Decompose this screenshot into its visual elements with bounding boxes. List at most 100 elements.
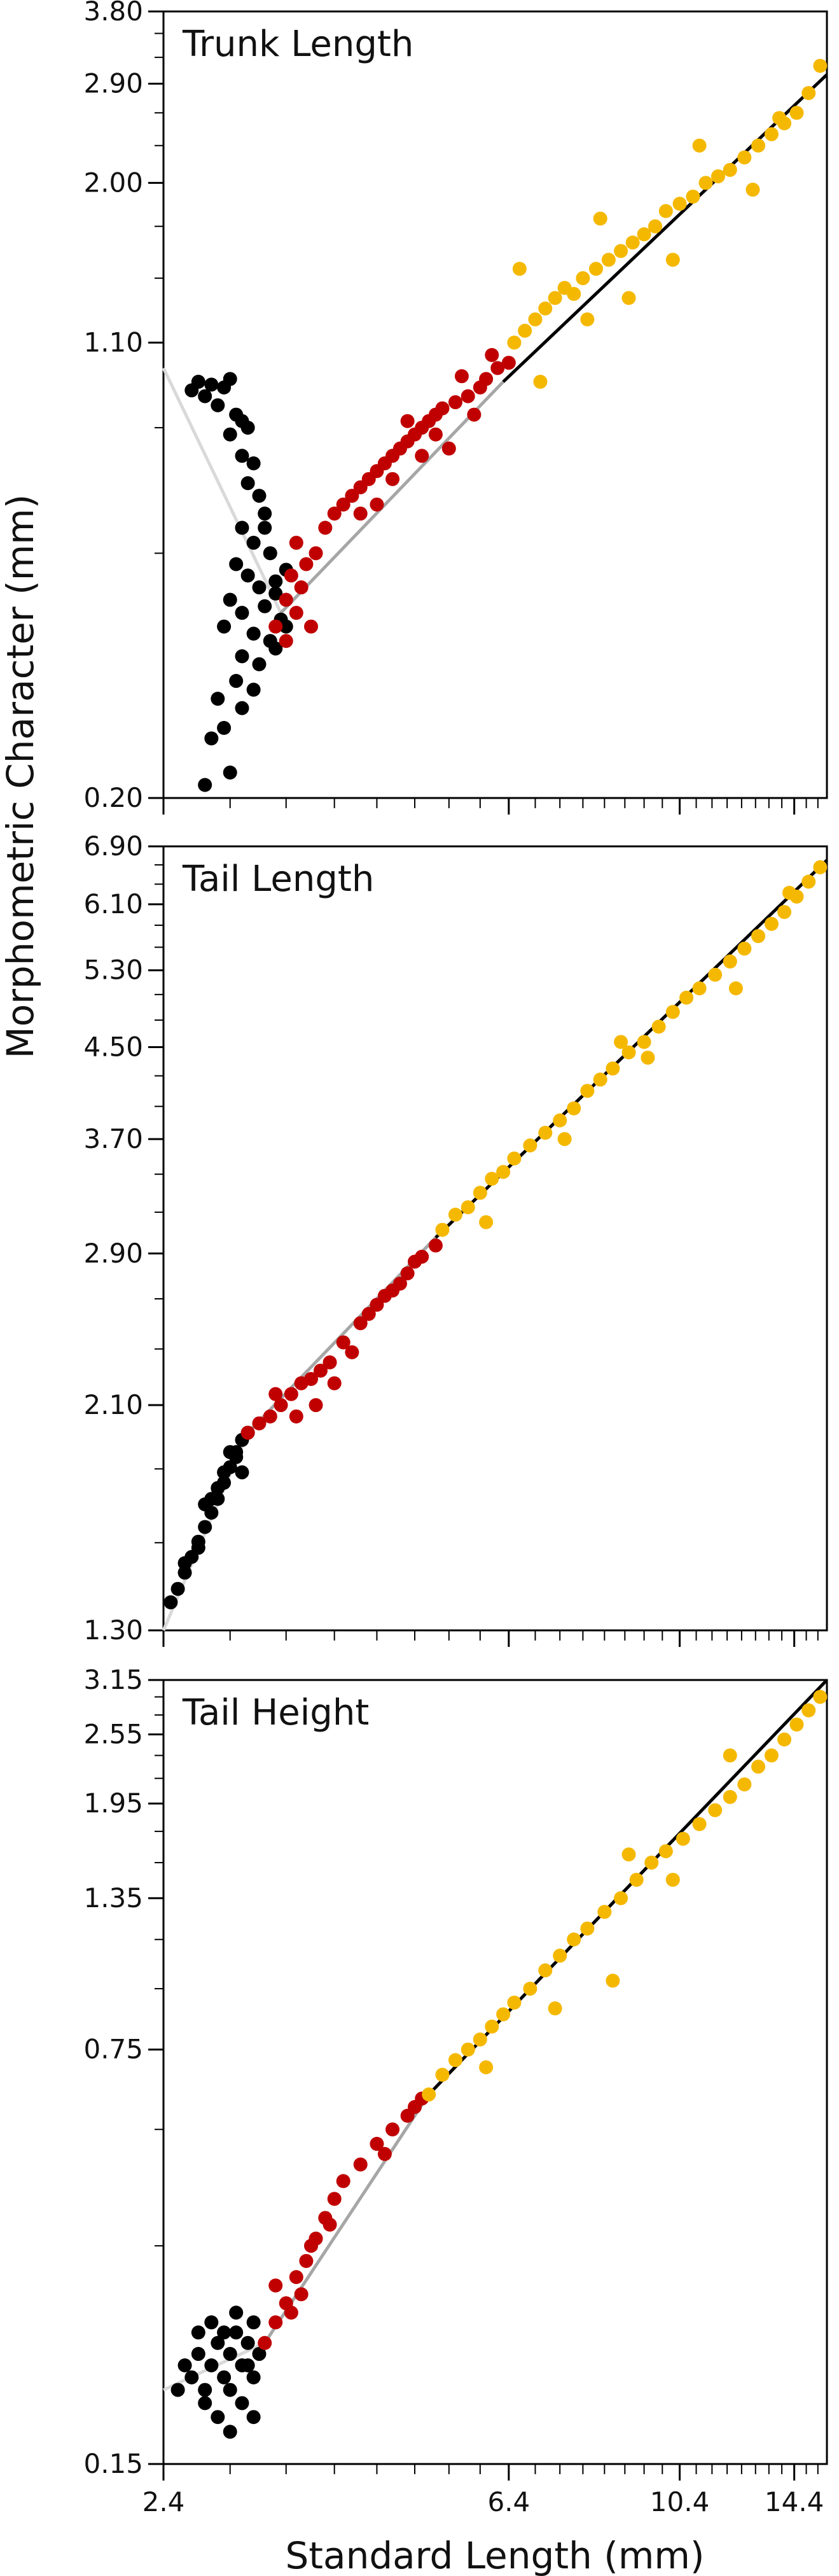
data-point-red — [490, 361, 505, 375]
data-point-black — [177, 1556, 192, 1571]
y-tick-label: 0.20 — [83, 782, 143, 813]
data-point-black — [240, 421, 255, 435]
fit-line-fit-late — [502, 73, 828, 383]
data-point-black — [268, 574, 283, 589]
data-point-red — [322, 2217, 337, 2232]
data-point-yellow — [422, 2087, 436, 2102]
data-point-red — [294, 580, 309, 595]
data-point-yellow — [676, 1831, 690, 1846]
data-point-yellow — [692, 1817, 707, 1831]
y-tick-label: 6.90 — [83, 830, 143, 862]
data-point-yellow — [512, 262, 527, 276]
data-point-yellow — [692, 981, 707, 996]
data-point-black — [279, 619, 293, 634]
data-point-black — [163, 1595, 178, 1609]
data-point-black — [246, 535, 261, 550]
data-point-yellow — [764, 1748, 779, 1763]
data-point-black — [235, 1465, 249, 1480]
data-point-black — [258, 507, 272, 521]
data-point-yellow — [751, 929, 766, 944]
data-point-red — [252, 1416, 267, 1431]
data-point-red — [336, 2174, 350, 2188]
data-point-yellow — [737, 1777, 752, 1792]
data-point-black — [235, 649, 249, 664]
data-point-yellow — [601, 253, 616, 267]
data-point-yellow — [606, 1061, 620, 1076]
data-point-red — [370, 2136, 384, 2151]
data-point-red — [336, 1335, 350, 1350]
data-point-yellow — [496, 2007, 511, 2022]
y-tick-label: 3.15 — [83, 1664, 143, 1695]
x-tick-label: 14.4 — [765, 2486, 824, 2517]
data-point-red — [345, 1345, 359, 1360]
data-point-black — [240, 568, 255, 583]
data-point-red — [279, 634, 293, 648]
y-tick-label: 5.30 — [83, 955, 143, 986]
data-point-yellow — [593, 211, 607, 226]
data-point-yellow — [629, 1872, 644, 1887]
data-point-black — [223, 1445, 237, 1459]
data-point-black — [252, 489, 267, 503]
data-point-red — [336, 497, 350, 512]
data-point-yellow — [686, 189, 700, 204]
data-point-yellow — [621, 291, 636, 305]
data-point-yellow — [448, 1207, 462, 1222]
data-point-yellow — [538, 1963, 553, 1978]
data-point-black — [240, 2358, 255, 2373]
data-point-red — [304, 619, 319, 634]
data-point-yellow — [479, 2060, 494, 2075]
panel-title: Tail Length — [182, 858, 374, 900]
plot-frame — [162, 10, 828, 799]
data-point-red — [322, 1355, 337, 1369]
y-axis-ticks: 1.30 2.10 2.90 3.70 4.50 5.30 6.10 6.90 — [83, 830, 163, 1646]
data-point-red — [345, 489, 359, 503]
data-point-red — [353, 2157, 368, 2172]
data-point-black — [211, 692, 225, 706]
data-point-black — [252, 2347, 267, 2362]
data-point-red — [268, 1387, 283, 1401]
x-axis-ticks — [162, 798, 819, 815]
data-point-black — [198, 2383, 212, 2397]
data-point-red — [284, 2306, 298, 2320]
data-point-red — [370, 1298, 384, 1312]
data-point-black — [204, 377, 219, 392]
data-point-red — [294, 2287, 309, 2302]
data-point-black — [204, 2358, 219, 2373]
data-point-yellow — [496, 1165, 511, 1179]
data-point-red — [268, 619, 283, 634]
data-point-yellow — [658, 204, 673, 218]
y-axis-label: Morphometric Character (mm) — [0, 494, 42, 1059]
data-point-black — [211, 2335, 225, 2350]
data-point-red — [428, 427, 443, 442]
data-point-black — [246, 682, 261, 697]
y-tick-label: 2.00 — [83, 167, 143, 198]
data-point-yellow — [698, 176, 713, 190]
data-point-yellow — [801, 86, 816, 101]
data-point-red — [327, 1376, 342, 1390]
data-point-yellow — [789, 1717, 804, 1732]
data-point-yellow — [764, 916, 779, 931]
plot-frame — [162, 1679, 828, 2465]
data-point-yellow — [553, 1949, 567, 1963]
data-point-red — [268, 2278, 283, 2293]
panel-title: Tail Height — [182, 1692, 369, 1733]
data-point-black — [246, 456, 261, 471]
data-point-yellow — [580, 1921, 595, 1936]
data-point-yellow — [533, 374, 548, 389]
data-point-black — [268, 641, 283, 656]
data-point-yellow — [728, 981, 743, 996]
data-point-red — [289, 2270, 303, 2285]
data-point-red — [258, 2335, 272, 2350]
data-point-red — [435, 401, 450, 416]
data-point-yellow — [507, 1995, 522, 2010]
data-point-red — [485, 347, 499, 362]
data-point-yellow — [782, 886, 796, 900]
fit-line-fit-early — [162, 367, 282, 614]
data-point-black — [246, 626, 261, 641]
data-point-black — [223, 2347, 237, 2362]
fit-line-fit-mid — [279, 381, 504, 614]
y-axis-ticks: 0.20 1.10 2.00 2.90 3.80 — [83, 0, 163, 813]
y-tick-label: 1.30 — [83, 1614, 143, 1646]
data-point-yellow — [772, 111, 787, 125]
